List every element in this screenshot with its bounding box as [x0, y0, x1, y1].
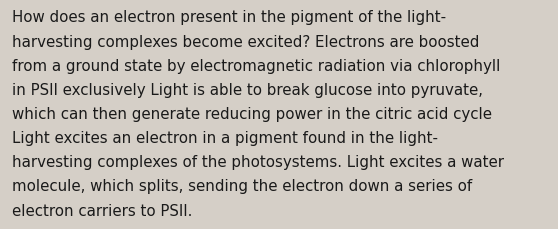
Text: How does an electron present in the pigment of the light-: How does an electron present in the pigm… [12, 10, 446, 25]
Text: molecule, which splits, sending the electron down a series of: molecule, which splits, sending the elec… [12, 179, 473, 194]
Text: which can then generate reducing power in the citric acid cycle: which can then generate reducing power i… [12, 106, 492, 121]
Text: electron carriers to PSII.: electron carriers to PSII. [12, 203, 193, 218]
Text: in PSII exclusively Light is able to break glucose into pyruvate,: in PSII exclusively Light is able to bre… [12, 82, 483, 97]
Text: from a ground state by electromagnetic radiation via chlorophyll: from a ground state by electromagnetic r… [12, 58, 501, 73]
Text: Light excites an electron in a pigment found in the light-: Light excites an electron in a pigment f… [12, 131, 438, 145]
Text: harvesting complexes of the photosystems. Light excites a water: harvesting complexes of the photosystems… [12, 155, 504, 169]
Text: harvesting complexes become excited? Electrons are boosted: harvesting complexes become excited? Ele… [12, 34, 480, 49]
